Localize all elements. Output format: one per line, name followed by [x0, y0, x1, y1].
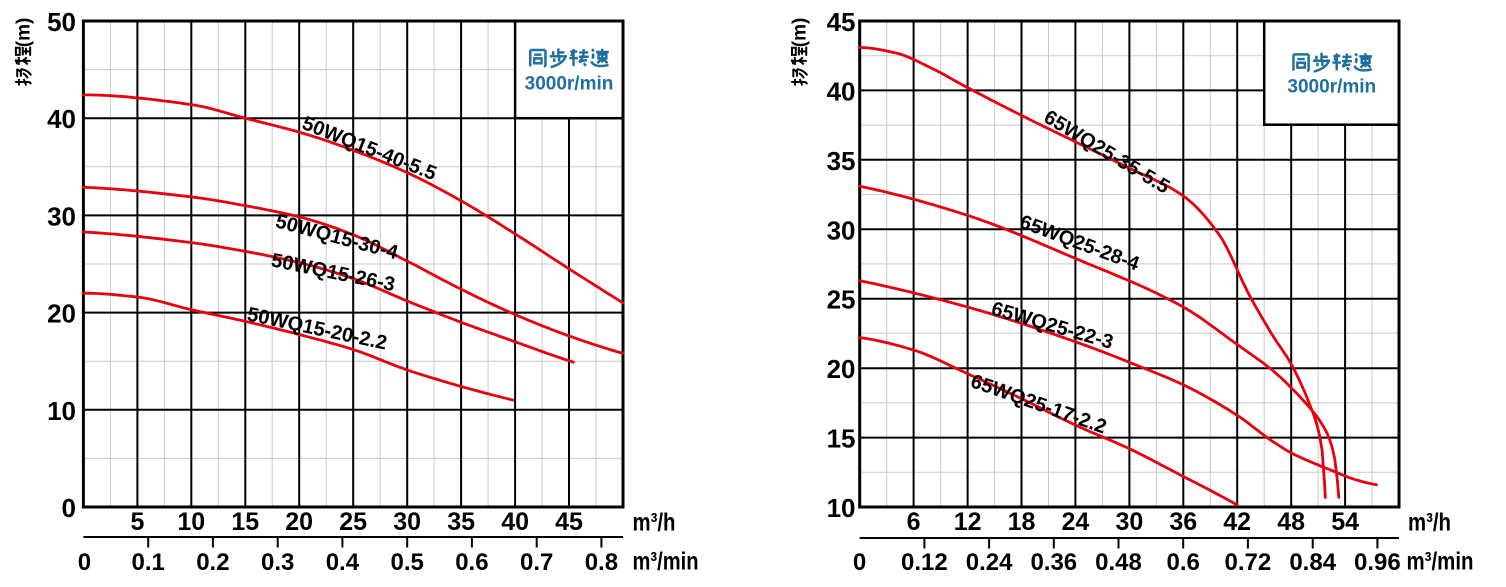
svg-text:0.12: 0.12	[901, 549, 948, 576]
svg-text:20: 20	[47, 299, 76, 329]
svg-text:24: 24	[1061, 508, 1089, 536]
svg-text:0: 0	[853, 549, 866, 576]
svg-text:6: 6	[907, 508, 921, 536]
svg-text:0.36: 0.36	[1030, 549, 1077, 576]
svg-text:(m): (m)	[790, 18, 811, 48]
svg-text:15: 15	[827, 424, 856, 454]
svg-text:m³/min: m³/min	[1407, 548, 1474, 576]
svg-text:0.96: 0.96	[1354, 549, 1401, 576]
svg-text:0: 0	[62, 493, 76, 523]
svg-text:65WQ25-22-3: 65WQ25-22-3	[989, 298, 1116, 354]
svg-text:54: 54	[1331, 508, 1359, 536]
svg-text:42: 42	[1223, 508, 1251, 536]
svg-text:65WQ25-17-2.2: 65WQ25-17-2.2	[968, 370, 1110, 438]
svg-text:15: 15	[231, 508, 259, 536]
svg-text:25: 25	[339, 508, 367, 536]
svg-text:12: 12	[954, 508, 982, 536]
svg-text:40: 40	[501, 508, 529, 536]
svg-text:0.6: 0.6	[1167, 549, 1200, 576]
svg-text:m³/h: m³/h	[1408, 508, 1451, 536]
svg-text:3000r/min: 3000r/min	[1287, 77, 1376, 98]
svg-text:20: 20	[285, 508, 313, 536]
svg-text:0.48: 0.48	[1095, 549, 1142, 576]
svg-text:50WQ15-40-5.5: 50WQ15-40-5.5	[299, 112, 439, 185]
svg-text:0.84: 0.84	[1289, 549, 1336, 576]
svg-text:0.8: 0.8	[585, 549, 618, 576]
svg-text:48: 48	[1277, 508, 1305, 536]
svg-text:0.72: 0.72	[1225, 549, 1272, 576]
svg-text:30: 30	[1115, 508, 1143, 536]
svg-text:(m): (m)	[14, 18, 35, 48]
svg-text:25: 25	[827, 285, 856, 315]
svg-text:30: 30	[827, 215, 856, 245]
svg-text:5: 5	[130, 508, 144, 536]
svg-text:0.3: 0.3	[261, 549, 294, 576]
svg-text:0.24: 0.24	[966, 549, 1013, 576]
svg-text:0.4: 0.4	[326, 549, 360, 576]
svg-text:0.5: 0.5	[391, 549, 424, 576]
svg-text:65WQ25-28-4: 65WQ25-28-4	[1017, 211, 1143, 276]
svg-text:0.1: 0.1	[132, 549, 165, 576]
svg-text:10: 10	[827, 493, 856, 523]
svg-text:0: 0	[78, 549, 91, 576]
svg-text:40: 40	[827, 76, 856, 106]
svg-text:35: 35	[827, 146, 856, 176]
svg-text:30: 30	[47, 201, 76, 231]
svg-text:40: 40	[47, 104, 76, 134]
svg-text:18: 18	[1008, 508, 1036, 536]
svg-text:m³/min: m³/min	[633, 548, 699, 576]
svg-text:30: 30	[393, 508, 421, 536]
svg-text:20: 20	[827, 354, 856, 384]
svg-text:65WQ25-35-5.5: 65WQ25-35-5.5	[1040, 106, 1173, 198]
svg-text:50WQ15-20-2.2: 50WQ15-20-2.2	[245, 303, 389, 354]
svg-text:0.6: 0.6	[455, 549, 488, 576]
svg-text:50: 50	[47, 7, 76, 37]
svg-text:36: 36	[1169, 508, 1197, 536]
svg-text:45: 45	[555, 508, 583, 536]
svg-text:3000r/min: 3000r/min	[525, 74, 614, 95]
svg-text:10: 10	[177, 508, 205, 536]
svg-text:m³/h: m³/h	[633, 508, 676, 536]
svg-text:45: 45	[827, 7, 856, 37]
svg-text:0.7: 0.7	[520, 549, 553, 576]
svg-text:0.2: 0.2	[196, 549, 229, 576]
svg-text:35: 35	[447, 508, 475, 536]
svg-text:10: 10	[47, 396, 76, 426]
